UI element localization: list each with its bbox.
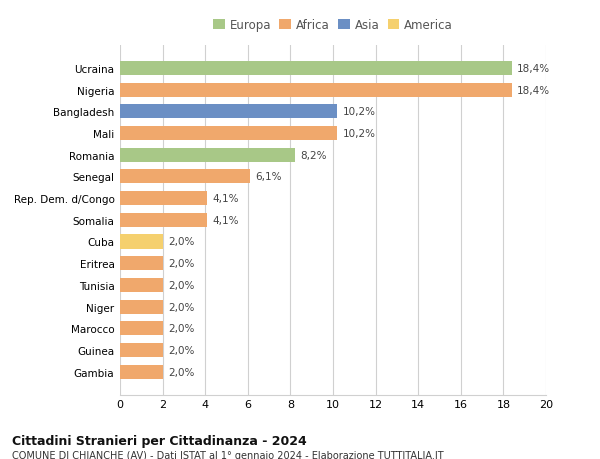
Legend: Europa, Africa, Asia, America: Europa, Africa, Asia, America <box>211 17 455 34</box>
Bar <box>120 192 208 206</box>
Bar <box>120 257 163 271</box>
Bar <box>120 62 512 76</box>
Bar <box>120 213 208 227</box>
Text: 2,0%: 2,0% <box>168 258 194 269</box>
Text: Cittadini Stranieri per Cittadinanza - 2024: Cittadini Stranieri per Cittadinanza - 2… <box>12 434 307 447</box>
Bar <box>120 365 163 379</box>
Bar <box>120 278 163 292</box>
Bar <box>120 148 295 162</box>
Text: 18,4%: 18,4% <box>517 85 550 95</box>
Bar <box>120 84 512 97</box>
Text: 2,0%: 2,0% <box>168 280 194 290</box>
Text: 2,0%: 2,0% <box>168 367 194 377</box>
Text: 2,0%: 2,0% <box>168 302 194 312</box>
Text: 4,1%: 4,1% <box>212 215 239 225</box>
Bar <box>120 105 337 119</box>
Text: 8,2%: 8,2% <box>300 151 326 160</box>
Text: 10,2%: 10,2% <box>343 129 376 139</box>
Bar <box>120 343 163 357</box>
Text: 4,1%: 4,1% <box>212 194 239 204</box>
Bar <box>120 170 250 184</box>
Bar <box>120 300 163 314</box>
Text: 2,0%: 2,0% <box>168 237 194 247</box>
Bar <box>120 321 163 336</box>
Text: COMUNE DI CHIANCHE (AV) - Dati ISTAT al 1° gennaio 2024 - Elaborazione TUTTITALI: COMUNE DI CHIANCHE (AV) - Dati ISTAT al … <box>12 450 443 459</box>
Text: 2,0%: 2,0% <box>168 324 194 334</box>
Bar <box>120 235 163 249</box>
Text: 10,2%: 10,2% <box>343 107 376 117</box>
Text: 2,0%: 2,0% <box>168 345 194 355</box>
Bar <box>120 127 337 141</box>
Text: 6,1%: 6,1% <box>255 172 282 182</box>
Text: 18,4%: 18,4% <box>517 64 550 74</box>
